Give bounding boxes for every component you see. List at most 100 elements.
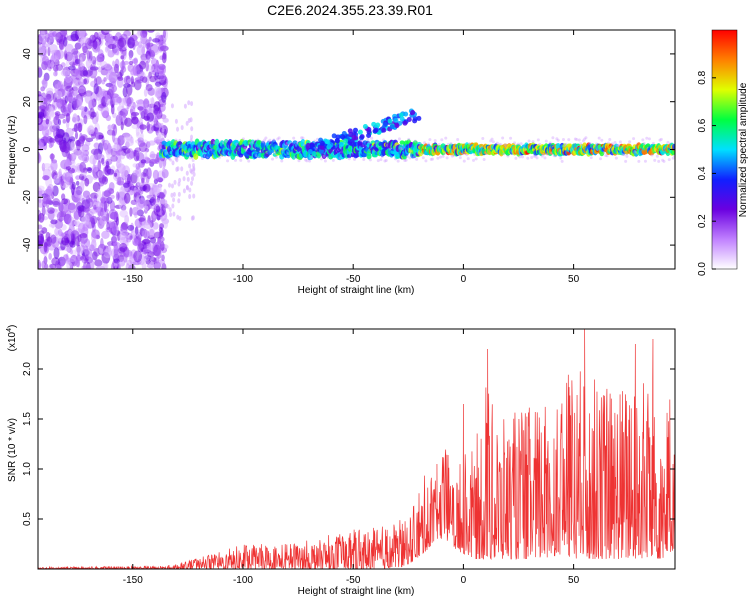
spectrogram-cell xyxy=(111,86,115,98)
spectrogram-cell xyxy=(81,197,85,205)
spectrogram-cell xyxy=(597,136,601,140)
spectrogram-cell xyxy=(98,180,105,187)
spectrogram-cell xyxy=(60,30,66,36)
spectrogram-cell xyxy=(534,154,538,158)
spectrogram-cell xyxy=(38,118,42,124)
spectrogram-cell xyxy=(50,55,60,63)
spectrogram-cell xyxy=(520,155,524,159)
spectrogram-cell xyxy=(182,176,186,182)
spectrogram-cell xyxy=(107,50,115,58)
spectrogram-cell xyxy=(38,66,42,73)
spectrogram-cell xyxy=(65,112,71,123)
spectrogram-cell xyxy=(73,197,81,204)
spectrogram-cell xyxy=(38,259,42,269)
spectrogram-cell xyxy=(313,139,317,143)
spectrogram-cell xyxy=(672,150,675,155)
spectrogram-cell xyxy=(142,185,146,192)
spectrogram-cell xyxy=(125,263,130,269)
spectrogram-cell xyxy=(79,132,83,144)
spectrogram-cell xyxy=(143,205,149,211)
spectrogram-cell xyxy=(94,153,99,160)
spectrogram-cell xyxy=(97,170,104,177)
spectrogram-cell xyxy=(80,238,86,248)
spectrogram-cell xyxy=(149,260,155,269)
spectrogram-cell xyxy=(67,203,76,211)
spectrogram-cell xyxy=(42,42,46,55)
spectrogram-cell xyxy=(62,132,70,144)
spectrogram-cell xyxy=(657,159,661,163)
spectrogram-cell xyxy=(102,111,110,116)
spectrogram-cell xyxy=(137,30,141,37)
spectrogram-cell xyxy=(462,159,466,163)
spectrogram-cell xyxy=(555,137,559,141)
spectrogram-cell xyxy=(424,159,428,163)
spectrogram-cell xyxy=(127,37,135,49)
spectrogram-cell xyxy=(368,158,372,162)
spectrogram-x-tick-label: -150 xyxy=(123,274,143,285)
spectrogram-cell xyxy=(142,229,150,239)
spectrogram-cell xyxy=(68,136,76,143)
spectrogram-cell xyxy=(185,184,189,190)
spectrogram-cell xyxy=(169,212,173,218)
spectrogram-cell xyxy=(182,188,186,194)
spectrogram-cell xyxy=(95,95,101,101)
spectrogram-cell xyxy=(125,138,134,147)
spectrogram-cell xyxy=(672,143,675,150)
spectrogram-cell xyxy=(42,175,50,181)
spectrogram-cell xyxy=(90,148,100,155)
spectrogram-cell xyxy=(123,147,131,154)
spectrogram-cell xyxy=(530,155,534,159)
spectrogram-cell xyxy=(263,138,267,142)
spectrogram-cell xyxy=(122,112,127,119)
spectrogram-cell xyxy=(334,137,340,143)
spectrogram-cell xyxy=(506,154,510,158)
spectrogram-cell xyxy=(226,159,230,163)
spectrogram-cell xyxy=(598,157,602,161)
spectrogram-cell xyxy=(128,55,132,61)
spectrogram-cell xyxy=(410,110,416,116)
spectrogram-cell xyxy=(112,93,121,103)
spectrogram-cell xyxy=(192,167,196,173)
spectrogram-cell xyxy=(65,166,71,171)
spectrogram-cell xyxy=(449,142,453,146)
snr-x-axis-title: Height of straight line (km) xyxy=(298,586,415,597)
spectrogram-cell xyxy=(176,166,180,172)
spectrogram-cell xyxy=(567,138,571,142)
spectrogram-cell xyxy=(52,198,61,208)
spectrogram-cell xyxy=(61,232,70,238)
spectrogram-x-tick-label: 0 xyxy=(461,274,467,285)
spectrogram-cell xyxy=(70,140,76,150)
spectrogram-cell xyxy=(366,133,372,139)
spectrogram-cell xyxy=(247,159,251,163)
spectrogram-cell xyxy=(413,139,417,143)
spectrogram-cell xyxy=(180,125,184,131)
spectrogram-cell xyxy=(137,241,142,248)
spectrogram-cell xyxy=(143,98,150,109)
spectrogram-cell xyxy=(87,110,92,116)
snr-x-tick-label: -150 xyxy=(123,575,143,586)
spectrogram-cell xyxy=(67,103,72,112)
spectrogram-cell xyxy=(517,142,521,146)
snr-y-tick-label: 1.5 xyxy=(22,412,33,426)
spectrogram-cell xyxy=(362,123,368,129)
spectrogram-cell xyxy=(149,153,158,159)
spectrogram-cell xyxy=(123,192,131,204)
spectrogram-cell xyxy=(160,75,165,83)
spectrogram-cell xyxy=(129,207,133,217)
spectrogram-cell xyxy=(104,46,109,53)
spectrogram-cell xyxy=(535,156,539,160)
spectrogram-cell xyxy=(527,139,531,143)
spectrogram-cell xyxy=(519,142,523,146)
spectrogram-cell xyxy=(153,231,162,239)
spectrogram-cell xyxy=(168,207,172,213)
snr-y-tick-label: 1.0 xyxy=(22,462,33,476)
spectrogram-cell xyxy=(162,219,169,229)
spectrogram-cell xyxy=(116,180,125,186)
spectrogram-cell xyxy=(171,203,175,209)
spectrogram-cell xyxy=(482,158,486,162)
colorbar-tick-label: 0.8 xyxy=(697,70,708,84)
spectrogram-cell xyxy=(161,52,167,64)
spectrogram-cell xyxy=(187,100,191,106)
spectrogram-cell xyxy=(83,205,90,214)
spectrogram-cell xyxy=(140,171,146,182)
